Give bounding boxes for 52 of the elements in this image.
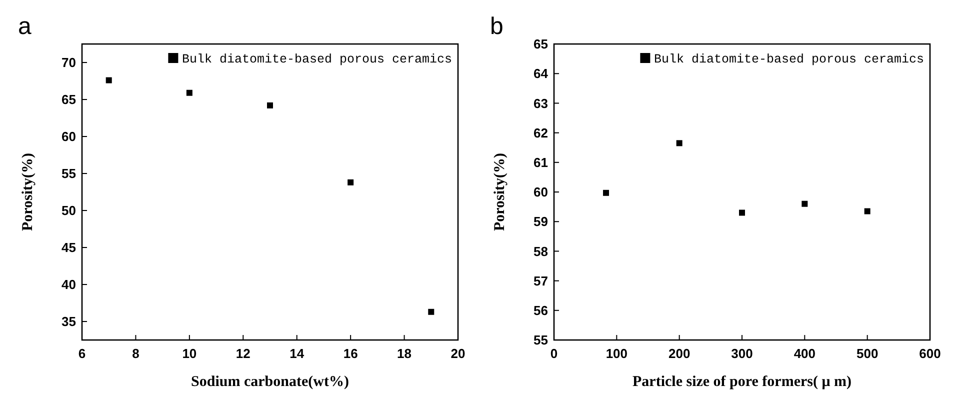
- y-tick-label: 70: [62, 55, 76, 70]
- point: [603, 190, 610, 196]
- point: [739, 210, 745, 216]
- x-tick-label: 10: [182, 346, 197, 361]
- y-tick-label: 62: [534, 125, 548, 140]
- y-tick-label: 45: [62, 240, 76, 256]
- x-tick-label: 600: [919, 346, 941, 361]
- x-tick-label: 16: [343, 346, 358, 361]
- y-axis-title: Porosity(%): [492, 152, 508, 232]
- point: [428, 308, 434, 315]
- y-tick-label: 61: [534, 154, 548, 170]
- point: [348, 179, 354, 186]
- x-axis-title: Sodium carbonate(wt%): [191, 374, 349, 390]
- y-axis-title: Porosity(%): [20, 152, 36, 232]
- y-tick-label: 65: [534, 36, 548, 52]
- y-tick-label: 40: [62, 277, 76, 292]
- y-tick-label: 50: [62, 203, 76, 218]
- y-tick-label: 57: [534, 273, 548, 288]
- x-tick-label: 20: [450, 346, 466, 361]
- y-tick-label: 55: [62, 166, 76, 182]
- point: [864, 208, 870, 214]
- x-tick-label: 12: [236, 346, 250, 361]
- x-tick-label: 6: [78, 346, 86, 361]
- x-tick-label: 100: [606, 346, 628, 361]
- legend-label: Bulk diatomite-based porous ceramics: [654, 52, 924, 66]
- x-tick-label: 500: [856, 346, 878, 361]
- y-tick-label: 63: [534, 96, 548, 111]
- y-tick-label: 35: [62, 314, 76, 330]
- y-tick-label: 59: [534, 214, 548, 230]
- x-tick-label: 0: [550, 346, 558, 361]
- y-tick-label: 55: [534, 332, 548, 348]
- legend-label: Bulk diatomite-based porous ceramics: [182, 52, 452, 66]
- point: [676, 140, 682, 146]
- x-tick-label: 300: [731, 346, 753, 361]
- x-axis-title: Particle size of pore formers( μ m): [632, 374, 852, 390]
- point: [802, 200, 808, 207]
- chart-title: a: [18, 13, 32, 40]
- y-tick-label: 58: [534, 244, 548, 259]
- y-tick-label: 60: [534, 184, 548, 200]
- x-tick-label: 400: [794, 346, 816, 361]
- x-tick-label: 200: [668, 346, 690, 361]
- point: [106, 77, 112, 84]
- x-tick-label: 14: [290, 346, 305, 361]
- y-tick-label: 65: [62, 92, 76, 108]
- point: [267, 102, 273, 108]
- x-tick-label: 18: [397, 346, 412, 361]
- y-tick-label: 64: [534, 66, 549, 82]
- x-tick-label: 8: [132, 346, 140, 361]
- chart-title: b: [490, 13, 504, 40]
- y-tick-label: 60: [62, 129, 76, 144]
- y-tick-label: 56: [534, 302, 548, 318]
- point: [186, 90, 192, 96]
